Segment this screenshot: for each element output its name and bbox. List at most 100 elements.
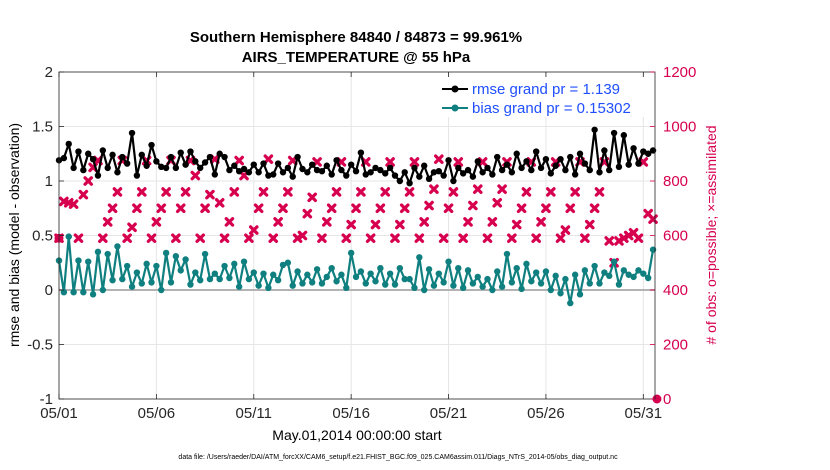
rmse-point xyxy=(289,173,296,180)
rmse-point xyxy=(94,172,102,179)
bias-point xyxy=(260,270,267,277)
rmse-point xyxy=(226,166,233,174)
obs-assimilated-point xyxy=(151,217,162,227)
rmse-point xyxy=(523,158,530,165)
bias-point xyxy=(640,270,647,277)
obs-assimilated-point xyxy=(331,187,342,197)
bias-point xyxy=(172,253,180,260)
rmse-point xyxy=(435,167,443,175)
obs-assimilated-point xyxy=(516,203,527,214)
rmse-point xyxy=(455,164,462,172)
rmse-point xyxy=(99,147,107,154)
y-axis-right-ticks: 0 200 400 600 800 1000 1200 xyxy=(650,64,696,408)
rmse-point xyxy=(333,157,340,164)
bias-point xyxy=(60,288,68,296)
obs-assimilated-point xyxy=(438,233,449,244)
bias-series xyxy=(55,233,657,307)
obs-assimilated-point xyxy=(180,187,191,197)
obs-assimilated-point xyxy=(263,154,274,164)
bias-point xyxy=(382,281,389,288)
bias-point xyxy=(630,273,637,281)
rmse-point xyxy=(162,164,170,172)
bias-point xyxy=(459,284,467,292)
rmse-point xyxy=(450,177,457,185)
obs-assimilated-point xyxy=(507,233,517,244)
bias-point xyxy=(177,267,184,274)
bias-point xyxy=(440,279,447,286)
obs-assimilated-point xyxy=(219,233,230,244)
rmse-point xyxy=(552,162,559,169)
bias-point xyxy=(352,273,360,281)
rmse-point xyxy=(211,171,219,178)
obs-assimilated-point xyxy=(341,233,352,244)
rmse-point xyxy=(367,169,374,176)
obs-assimilated-point xyxy=(468,200,478,211)
x-axis-label: May.01,2014 00:00:00 start xyxy=(272,427,442,443)
rmse-point xyxy=(158,163,165,171)
rmse-point xyxy=(80,166,87,174)
rmse-point xyxy=(537,164,545,172)
y-right-tick-label: 600 xyxy=(663,228,688,245)
obs-assimilated-point xyxy=(244,233,254,244)
rmse-point xyxy=(503,161,511,168)
y-axis-left-ticks: -1 -0.5 0 0.5 1 1.5 2 xyxy=(27,64,64,408)
rmse-point xyxy=(60,154,68,162)
rmse-point xyxy=(250,161,257,168)
rmse-point xyxy=(571,171,579,178)
obs-assimilated-point xyxy=(156,203,167,214)
obs-assimilated-point xyxy=(346,219,356,230)
obs-assimilated-point xyxy=(200,203,210,214)
bias-point xyxy=(65,233,72,240)
bias-point xyxy=(128,283,136,290)
obs-assimilated-point xyxy=(404,187,415,197)
obs-assimilated-point xyxy=(351,203,361,214)
rmse-point xyxy=(279,169,287,176)
rmse-point xyxy=(610,129,618,137)
rmse-point xyxy=(606,166,613,174)
bias-point xyxy=(396,265,404,272)
bias-point xyxy=(89,291,97,298)
bias-point xyxy=(133,269,141,276)
bias-point xyxy=(70,288,77,296)
rmse-point xyxy=(128,129,136,137)
rmse-point xyxy=(372,164,379,172)
rmse-point xyxy=(70,164,77,172)
rmse-point xyxy=(644,150,652,157)
bias-point xyxy=(372,278,379,285)
rmse-point xyxy=(377,166,384,174)
bias-point xyxy=(430,282,438,289)
y-right-tick-label: 200 xyxy=(663,337,688,354)
chart-subtitle: AIRS_TEMPERATURE @ 55 hPa xyxy=(242,49,471,66)
bias-point xyxy=(143,260,150,268)
bias-point xyxy=(601,269,608,276)
obs-assimilated-point xyxy=(229,187,240,197)
bias-point xyxy=(221,262,228,270)
rmse-point xyxy=(85,150,92,157)
bias-point xyxy=(99,286,107,294)
rmse-point xyxy=(532,148,540,155)
bias-point xyxy=(464,267,472,274)
obs-assimilated-point xyxy=(492,198,503,208)
bias-point xyxy=(620,267,628,274)
rmse-point xyxy=(177,149,184,156)
bias-point xyxy=(406,275,413,283)
x-tick-label: 05/26 xyxy=(527,405,565,422)
obs-assimilated-point xyxy=(127,222,137,233)
bias-point xyxy=(552,272,559,280)
obs-assimilated-point xyxy=(633,233,644,244)
rmse-point xyxy=(430,169,438,176)
bias-point xyxy=(610,258,618,265)
rmse-point xyxy=(567,153,574,161)
legend: rmse grand pr = 1.139 bias grand pr = 0.… xyxy=(437,77,650,117)
bias-point xyxy=(197,276,204,284)
obs-assimilated-point xyxy=(258,187,269,197)
obs-assimilated-point xyxy=(171,233,181,244)
bias-point xyxy=(557,290,564,297)
bias-point xyxy=(114,243,121,250)
bias-point xyxy=(167,279,175,286)
plot-area xyxy=(54,71,662,404)
bias-point xyxy=(240,258,248,265)
bias-point xyxy=(270,271,277,278)
bias-point xyxy=(508,279,516,286)
obs-assimilated-point xyxy=(317,233,327,244)
